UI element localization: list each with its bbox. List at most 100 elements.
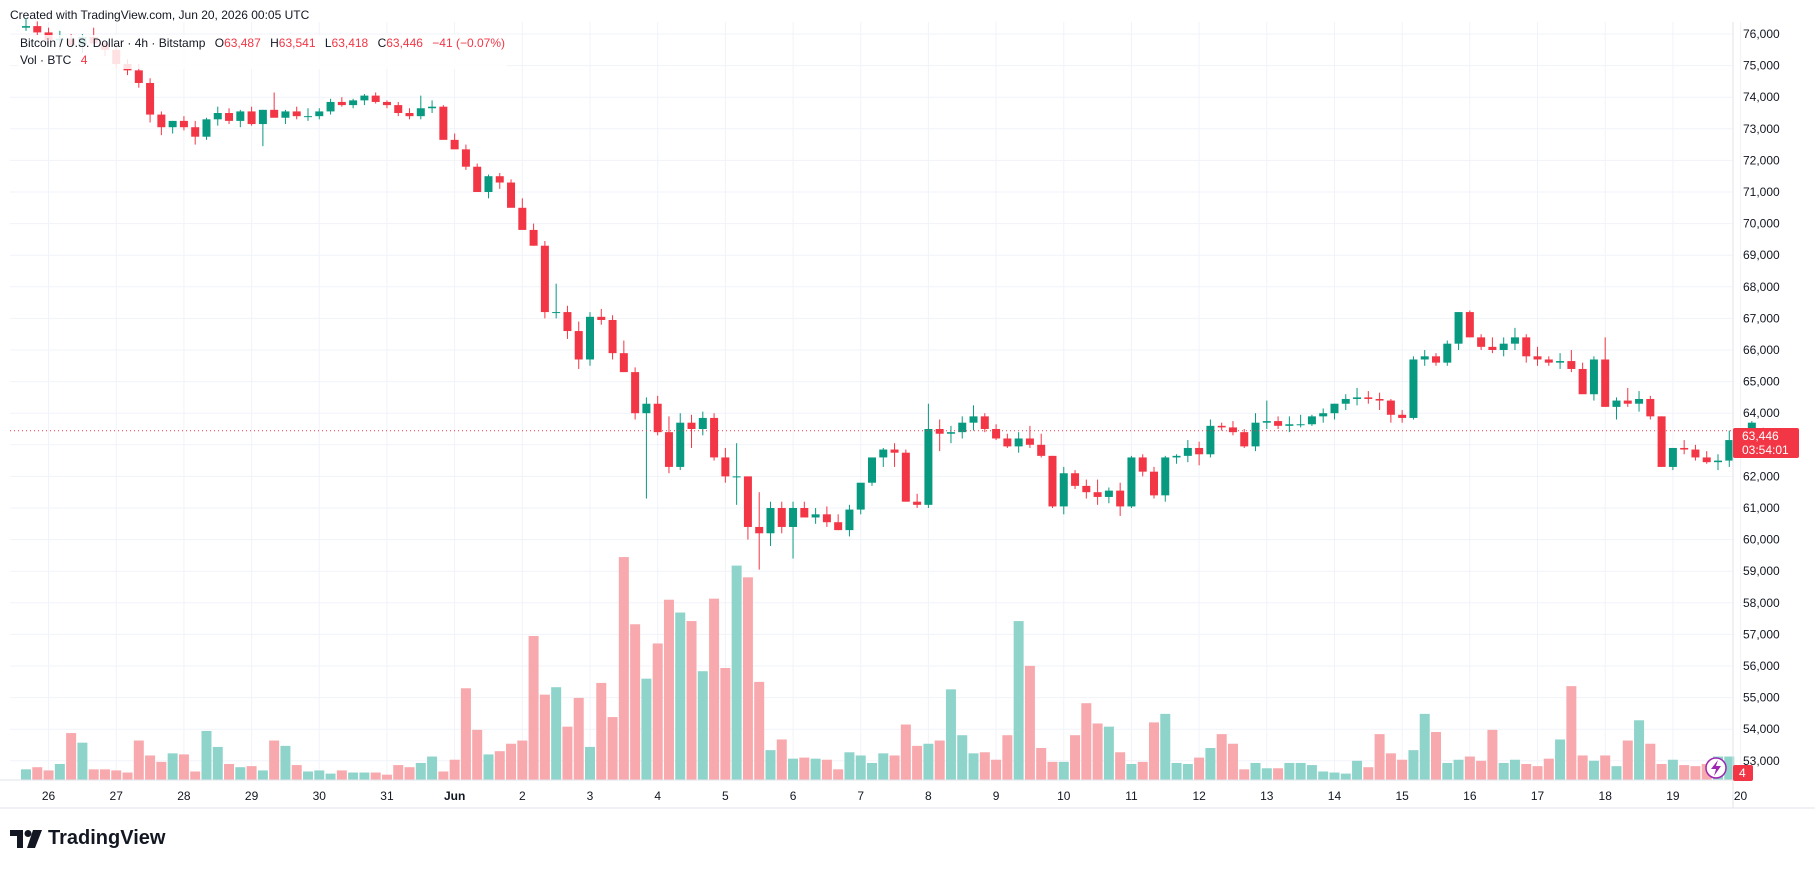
tradingview-logo[interactable]: TradingView — [10, 827, 165, 850]
price-tick-label: 68,000 — [1743, 280, 1780, 294]
volume-bar — [460, 688, 471, 780]
candle-body — [1353, 397, 1362, 399]
volume-label[interactable]: Vol · BTC — [20, 53, 72, 67]
time-axis[interactable]: 26 27 28 29 30 31 Jun 2 3 4 5 6 7 8 9 10 11 12 13 14 15 16 17 1… — [0, 779, 1815, 809]
volume-bar — [957, 735, 968, 780]
volume-bar — [1566, 686, 1577, 780]
volume-bar — [528, 636, 539, 780]
volume-bar — [1340, 773, 1351, 780]
volume-bar — [1521, 764, 1532, 780]
volume-bar — [585, 746, 595, 780]
candle-body — [1510, 337, 1519, 344]
candle-body — [563, 312, 572, 332]
candle-body — [687, 422, 696, 429]
candle-body — [721, 457, 730, 477]
volume-bar — [799, 757, 810, 780]
volume-bar — [1137, 761, 1148, 780]
volume-bar — [1645, 743, 1656, 780]
candle-body — [1691, 449, 1700, 458]
candle-body — [755, 526, 764, 534]
symbol-title[interactable]: Bitcoin / U.S. Dollar · 4h · Bitstamp — [20, 36, 206, 50]
candle-body — [281, 111, 290, 118]
candle-body — [664, 432, 673, 467]
volume-bar — [618, 557, 629, 780]
price-axis[interactable]: 76,000 75,000 74,000 73,000 72,000 71,000 70,0… — [1732, 22, 1780, 808]
volume-bar — [393, 765, 404, 780]
volume-value: 4 — [80, 53, 88, 67]
volume-bar — [224, 764, 235, 780]
volume-bar — [1070, 735, 1081, 780]
volume-bar — [77, 742, 88, 780]
candle-body — [552, 312, 561, 314]
volume-bar — [788, 758, 799, 780]
volume-bar — [1408, 750, 1419, 780]
volume-bar — [1679, 765, 1690, 780]
volume-bar — [1126, 764, 1137, 780]
candle-body — [1522, 337, 1531, 357]
candle-body — [1364, 397, 1373, 399]
candle-body — [1285, 424, 1294, 426]
candle-body — [1567, 361, 1576, 369]
volume-bar — [1656, 764, 1667, 780]
candle-body — [1725, 440, 1734, 461]
volume-bar — [855, 755, 866, 780]
candle-body — [337, 101, 346, 106]
ohlc-row: Bitcoin / U.S. Dollar · 4h · Bitstamp O6… — [20, 35, 505, 52]
volume-bar — [1306, 765, 1317, 780]
time-tick-label: Jun — [444, 789, 465, 803]
candle-body — [1037, 444, 1046, 456]
candle-body — [1172, 455, 1181, 458]
candle-body — [1488, 346, 1497, 350]
candle-body — [258, 109, 267, 125]
volume-bar — [235, 767, 246, 780]
candle-body — [461, 149, 470, 167]
candle-body — [913, 501, 922, 505]
candle-body — [868, 457, 876, 483]
volume-bar — [1453, 759, 1464, 780]
candle-body — [800, 508, 809, 518]
time-tick-label: 7 — [857, 789, 864, 803]
volume-bar — [190, 771, 201, 780]
volume-bar — [844, 752, 855, 780]
volume-bar — [1464, 756, 1475, 780]
volume-bar — [968, 753, 979, 780]
candle-body — [1499, 343, 1508, 350]
candle-body — [597, 316, 606, 320]
volume-bar — [912, 745, 923, 780]
volume-bar — [1588, 760, 1599, 780]
volume-row: Vol · BTC 4 — [20, 52, 505, 69]
candle-body — [1048, 455, 1057, 507]
price-tick-label: 54,000 — [1743, 722, 1780, 736]
volume-bar — [562, 726, 573, 780]
candle-body — [822, 514, 831, 523]
volume-bar — [122, 772, 133, 780]
time-tick-label: 26 — [42, 789, 56, 803]
volume-bar — [1081, 703, 1092, 780]
candle-body — [1680, 447, 1689, 450]
candle-body — [304, 116, 312, 118]
candle-body — [980, 416, 989, 429]
volume-bar — [1577, 755, 1588, 780]
time-tick-label: 9 — [993, 789, 1000, 803]
volume-bar — [686, 621, 697, 780]
volume-bar — [1250, 762, 1261, 780]
candle-body — [405, 113, 414, 117]
candle-body — [710, 417, 719, 458]
volume-bar — [1622, 740, 1633, 780]
volume-bar — [66, 733, 77, 780]
candle-body — [1082, 485, 1091, 493]
volume-bar — [404, 767, 415, 780]
candle-body — [213, 113, 222, 120]
volume-bar — [1498, 762, 1509, 780]
lightning-icon[interactable] — [1705, 757, 1727, 779]
price-tick-label: 74,000 — [1743, 90, 1780, 104]
volume-bar — [641, 678, 652, 780]
volume-bar — [1284, 762, 1295, 780]
candle-body — [292, 111, 301, 117]
volume-bar — [1149, 722, 1159, 780]
time-tick-label: 15 — [1395, 789, 1409, 803]
candle-body — [1420, 356, 1429, 360]
volume-bar — [99, 769, 110, 780]
time-tick-label: 14 — [1328, 789, 1342, 803]
